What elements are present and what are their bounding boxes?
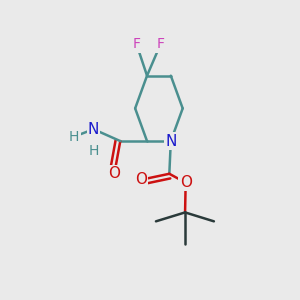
Text: O: O <box>135 172 147 187</box>
Text: O: O <box>108 166 120 181</box>
Text: O: O <box>180 175 192 190</box>
Text: N: N <box>165 134 176 148</box>
Text: H: H <box>69 130 80 144</box>
Text: F: F <box>156 38 164 52</box>
Text: F: F <box>133 38 141 52</box>
Text: H: H <box>88 145 99 158</box>
Text: N: N <box>88 122 99 137</box>
